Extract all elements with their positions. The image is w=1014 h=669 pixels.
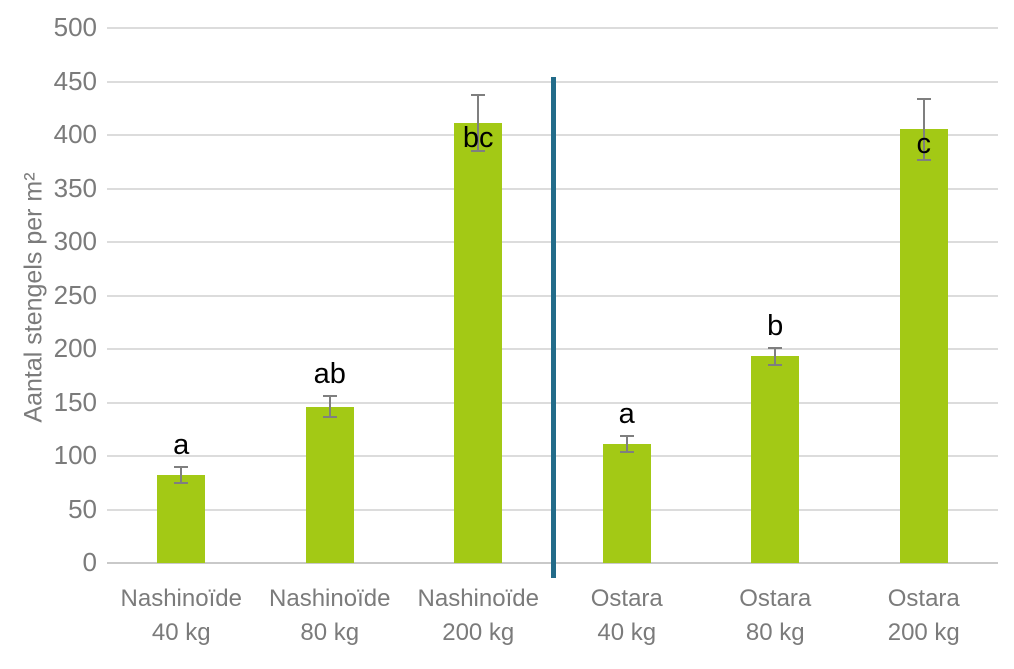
x-label-dose: 80 kg xyxy=(300,619,360,646)
error-bar-cap xyxy=(768,364,783,367)
significance-label: a xyxy=(173,428,190,461)
error-bar xyxy=(477,95,480,152)
significance-label: ab xyxy=(313,358,346,391)
x-axis-label: Ostara 200 kg xyxy=(850,582,999,650)
error-bar xyxy=(328,396,331,418)
bar-ostara-40kg xyxy=(602,444,651,563)
significance-label: a xyxy=(618,397,635,430)
x-label-variety: Ostara xyxy=(590,585,663,612)
x-label-variety: Nashinoïde xyxy=(120,585,242,612)
x-label-variety: Ostara xyxy=(887,585,960,612)
y-tick-label: 400 xyxy=(53,119,97,149)
bar-nashinoïde-80kg xyxy=(305,406,354,563)
x-label-dose: 80 kg xyxy=(745,619,805,646)
error-bar-cap xyxy=(322,416,337,419)
x-label-variety: Nashinoïde xyxy=(417,585,539,612)
y-tick-label: 200 xyxy=(53,333,97,363)
y-tick-label: 350 xyxy=(53,172,97,203)
x-axis-label: Ostara 40 kg xyxy=(553,582,702,650)
y-tick-label: 150 xyxy=(53,386,97,417)
gridline-500 xyxy=(107,27,998,29)
y-tick-label: 250 xyxy=(53,279,97,310)
x-label-variety: Nashinoïde xyxy=(269,585,391,612)
error-bar-cap xyxy=(471,94,486,97)
error-bar-cap xyxy=(619,450,634,453)
error-bar-cap xyxy=(322,395,337,398)
significance-label: c xyxy=(916,127,932,160)
x-label-dose: 200 kg xyxy=(887,619,960,646)
error-bar xyxy=(774,347,777,366)
group-divider-line xyxy=(550,77,556,578)
y-tick-label: 450 xyxy=(53,65,97,96)
x-axis-label: Nashinoïde 200 kg xyxy=(404,582,553,650)
significance-label: bc xyxy=(462,122,494,155)
error-bar-cap xyxy=(471,150,486,153)
error-bar-cap xyxy=(174,481,189,484)
bar-nashinoïde-200kg xyxy=(454,123,503,563)
bar-nashinoïde-40kg xyxy=(157,475,206,563)
y-tick-label: 100 xyxy=(53,440,97,470)
x-label-variety: Ostara xyxy=(739,585,812,612)
y-tick-label: 0 xyxy=(82,547,97,577)
bar-ostara-200kg xyxy=(899,128,948,563)
y-tick-label: 300 xyxy=(53,226,97,256)
x-label-dose: 40 kg xyxy=(151,619,211,646)
x-label-dose: 40 kg xyxy=(597,619,657,646)
bar-ostara-80kg xyxy=(751,356,800,563)
error-bar-cap xyxy=(916,97,931,100)
y-tick-label: 500 xyxy=(53,12,97,42)
error-bar xyxy=(180,466,183,483)
x-label-dose: 200 kg xyxy=(442,619,515,646)
x-axis-label: Nashinoïde 80 kg xyxy=(256,582,405,650)
error-bar-cap xyxy=(619,434,634,437)
x-axis-label: Nashinoïde 40 kg xyxy=(107,582,256,650)
error-bar-cap xyxy=(916,158,931,161)
error-bar-cap xyxy=(768,346,783,349)
error-bar xyxy=(922,98,925,160)
error-bar-cap xyxy=(174,465,189,468)
y-tick-label: 50 xyxy=(68,493,97,524)
error-bar xyxy=(625,435,628,452)
significance-label: b xyxy=(767,309,784,342)
x-axis-label: Ostara 80 kg xyxy=(701,582,850,650)
